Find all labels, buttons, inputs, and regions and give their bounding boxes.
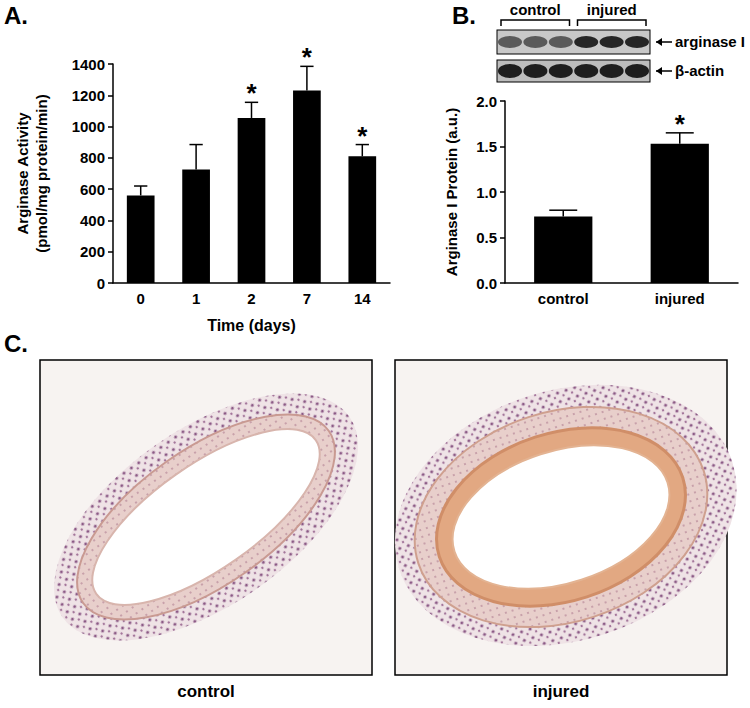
svg-text:(pmol/mg protein/min): (pmol/mg protein/min) xyxy=(33,94,50,252)
svg-text:*: * xyxy=(302,42,313,72)
svg-text:injured: injured xyxy=(533,682,590,701)
svg-text:200: 200 xyxy=(80,243,105,260)
svg-text:2: 2 xyxy=(247,290,255,307)
svg-text:injured: injured xyxy=(655,290,705,307)
html-text:C.: C. xyxy=(4,330,28,357)
svg-text:Time (days): Time (days) xyxy=(207,317,296,334)
svg-text:7: 7 xyxy=(303,290,311,307)
svg-text:14: 14 xyxy=(354,290,371,307)
svg-text:1.5: 1.5 xyxy=(476,138,497,155)
svg-text:0.5: 0.5 xyxy=(476,229,497,246)
svg-text:1.0: 1.0 xyxy=(476,184,497,201)
svg-text:*: * xyxy=(675,109,686,139)
svg-text:0: 0 xyxy=(137,290,145,307)
svg-text:β-actin: β-actin xyxy=(675,62,724,79)
html-text:B.: B. xyxy=(452,2,476,29)
svg-text:control: control xyxy=(510,1,561,18)
svg-text:1: 1 xyxy=(192,290,200,307)
svg-text:1400: 1400 xyxy=(72,56,105,73)
svg-text:800: 800 xyxy=(80,149,105,166)
svg-text:control: control xyxy=(177,682,235,701)
html-text:A.: A. xyxy=(4,2,28,29)
svg-text:*: * xyxy=(357,121,368,151)
svg-text:0: 0 xyxy=(97,275,105,292)
svg-text:1200: 1200 xyxy=(72,87,105,104)
svg-text:control: control xyxy=(538,290,589,307)
svg-text:arginase I: arginase I xyxy=(675,33,745,50)
svg-text:400: 400 xyxy=(80,212,105,229)
svg-text:Arginase Activity: Arginase Activity xyxy=(14,112,31,235)
svg-text:1000: 1000 xyxy=(72,118,105,135)
svg-text:*: * xyxy=(246,78,257,108)
svg-text:2.0: 2.0 xyxy=(476,93,497,110)
svg-text:0.0: 0.0 xyxy=(476,275,497,292)
svg-text:Arginase I Protein (a.u.): Arginase I Protein (a.u.) xyxy=(443,108,460,276)
svg-text:600: 600 xyxy=(80,181,105,198)
svg-text:injured: injured xyxy=(587,1,637,18)
